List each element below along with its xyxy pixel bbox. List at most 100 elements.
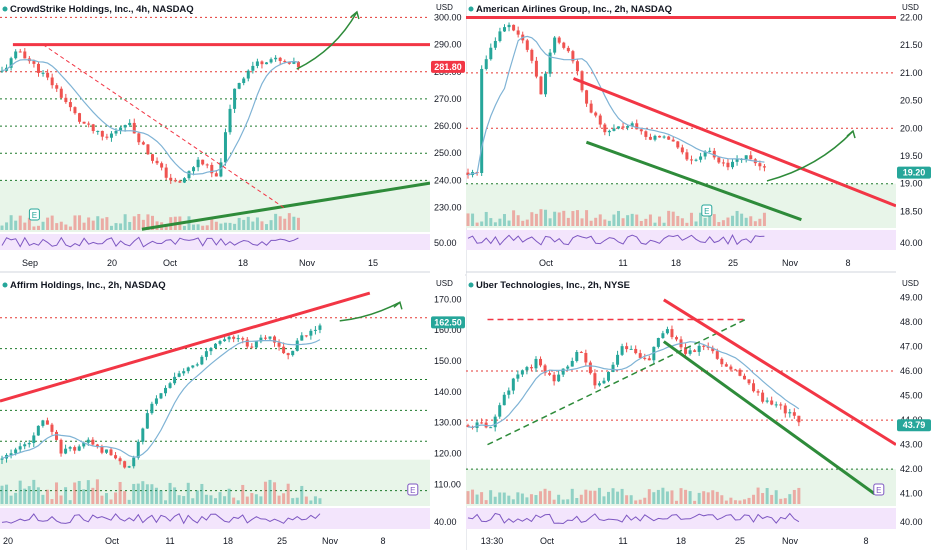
volume-bar bbox=[647, 489, 651, 504]
candle-body bbox=[685, 152, 689, 160]
time-tick-label: 18 bbox=[238, 258, 248, 268]
candle-body bbox=[292, 61, 296, 64]
candle-body bbox=[177, 373, 181, 377]
candle-body bbox=[164, 387, 168, 394]
volume-bar bbox=[724, 500, 728, 504]
volume-bar bbox=[59, 495, 63, 504]
last-price-label: 281.80 bbox=[434, 62, 462, 72]
volume-bar bbox=[679, 488, 683, 504]
volume-bar bbox=[658, 216, 662, 226]
candle-body bbox=[55, 431, 59, 440]
earnings-badge-label: E bbox=[704, 207, 709, 216]
candle-body bbox=[694, 159, 698, 161]
candle-body bbox=[18, 446, 22, 450]
candle-body bbox=[186, 367, 190, 372]
volume-bar bbox=[68, 500, 72, 504]
candle-body bbox=[731, 161, 735, 168]
volume-bar bbox=[711, 490, 715, 504]
volume-bar bbox=[598, 214, 602, 226]
volume-bar bbox=[566, 499, 570, 504]
candle-body bbox=[593, 373, 597, 386]
volume-bar bbox=[210, 217, 214, 230]
candle-body bbox=[123, 461, 127, 468]
volume-bar bbox=[626, 215, 630, 226]
candle-body bbox=[109, 133, 113, 138]
volume-bar bbox=[64, 224, 68, 230]
candle-body bbox=[137, 133, 141, 143]
volume-bar bbox=[783, 498, 787, 504]
oscillator-tick-label: 50.00 bbox=[434, 238, 457, 248]
candle-body bbox=[78, 113, 82, 122]
volume-bar bbox=[620, 488, 624, 504]
volume-bar bbox=[557, 494, 561, 504]
candle-body bbox=[548, 52, 552, 74]
volume-bar bbox=[251, 221, 255, 230]
candle-body bbox=[136, 441, 140, 458]
candle-body bbox=[210, 164, 214, 174]
trend-line-channel-top bbox=[572, 77, 897, 208]
volume-bar bbox=[589, 220, 593, 226]
earnings-badge: E bbox=[873, 483, 885, 496]
candle-body bbox=[620, 346, 624, 355]
candle-body bbox=[552, 374, 556, 382]
candle-body bbox=[45, 420, 49, 425]
volume-bar bbox=[544, 209, 548, 226]
volume-bar bbox=[196, 224, 200, 230]
volume-bar bbox=[502, 214, 506, 226]
oscillator-line bbox=[467, 233, 765, 246]
volume-bar bbox=[616, 491, 620, 504]
price-tick-label: 18.50 bbox=[900, 206, 923, 216]
earnings-badge-label: E bbox=[410, 486, 415, 495]
projection-arrow bbox=[296, 11, 358, 70]
candle-body bbox=[274, 57, 278, 60]
volume-bar bbox=[86, 480, 90, 504]
status-dot bbox=[468, 6, 474, 12]
candle-body bbox=[762, 166, 766, 168]
price-tick-label: 290.00 bbox=[434, 40, 462, 50]
candle-body bbox=[109, 449, 113, 456]
volume-bar bbox=[274, 213, 278, 230]
oscillator-band bbox=[466, 230, 896, 250]
candle-body bbox=[589, 103, 593, 113]
earnings-badge-box bbox=[407, 483, 419, 496]
arrow-head bbox=[393, 301, 403, 310]
volume-bar bbox=[566, 217, 570, 226]
candle-body bbox=[602, 380, 606, 384]
volume-bar bbox=[761, 493, 765, 504]
volume-bar bbox=[136, 483, 140, 504]
time-tick-label: 11 bbox=[618, 536, 627, 546]
candle-body bbox=[699, 156, 703, 160]
candle-body bbox=[721, 162, 725, 164]
candle-body bbox=[644, 131, 648, 137]
candle-body bbox=[667, 136, 671, 140]
earnings-badge: E bbox=[28, 208, 40, 221]
moving-average-line bbox=[467, 341, 800, 429]
candle-body bbox=[151, 154, 154, 161]
candle-body bbox=[251, 65, 255, 71]
volume-bar bbox=[254, 494, 258, 504]
arrow-head bbox=[350, 10, 360, 20]
time-tick-label: 25 bbox=[728, 258, 738, 268]
volume-bar bbox=[195, 490, 199, 504]
candle-body bbox=[73, 447, 77, 451]
volume-bar bbox=[141, 481, 145, 504]
volume-bar bbox=[119, 223, 123, 230]
candle-body bbox=[141, 428, 145, 442]
candle-body bbox=[86, 439, 90, 443]
volume-bar bbox=[91, 220, 95, 230]
volume-bar bbox=[493, 496, 497, 504]
volume-bar bbox=[688, 491, 692, 504]
chart-title: Affirm Holdings, Inc., 2h, NASDAQ bbox=[10, 280, 166, 291]
candle-body bbox=[498, 405, 502, 417]
candle-body bbox=[570, 360, 574, 367]
candle-body bbox=[68, 447, 72, 449]
volume-bar bbox=[521, 220, 525, 226]
trend-line-channel-bottom bbox=[585, 140, 802, 222]
candle-body bbox=[571, 51, 575, 62]
volume-bar bbox=[676, 215, 680, 226]
candle-body bbox=[534, 60, 538, 77]
volume-bar bbox=[0, 485, 4, 504]
time-tick-label: Oct bbox=[105, 536, 120, 546]
earnings-badge-label: E bbox=[32, 211, 37, 220]
candle-body bbox=[729, 366, 733, 370]
